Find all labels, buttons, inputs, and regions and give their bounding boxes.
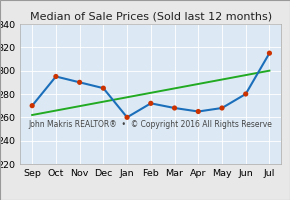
Point (196, 110, 201, 113)
Title: Median of Sale Prices (Sold last 12 months): Median of Sale Prices (Sold last 12 mont… (30, 12, 272, 22)
Point (267, 52, 272, 55)
Point (172, 106, 177, 110)
Point (30, 104, 35, 107)
Point (243, 92, 248, 96)
Point (125, 116, 129, 119)
Point (148, 102, 153, 105)
Point (54, 75, 58, 78)
Point (77, 81, 82, 84)
Text: John Makris REALTOR®  •  © Copyright 2016 All Rights Reserve: John Makris REALTOR® • © Copyright 2016 … (29, 120, 273, 129)
Point (101, 87, 106, 90)
Point (220, 106, 224, 110)
